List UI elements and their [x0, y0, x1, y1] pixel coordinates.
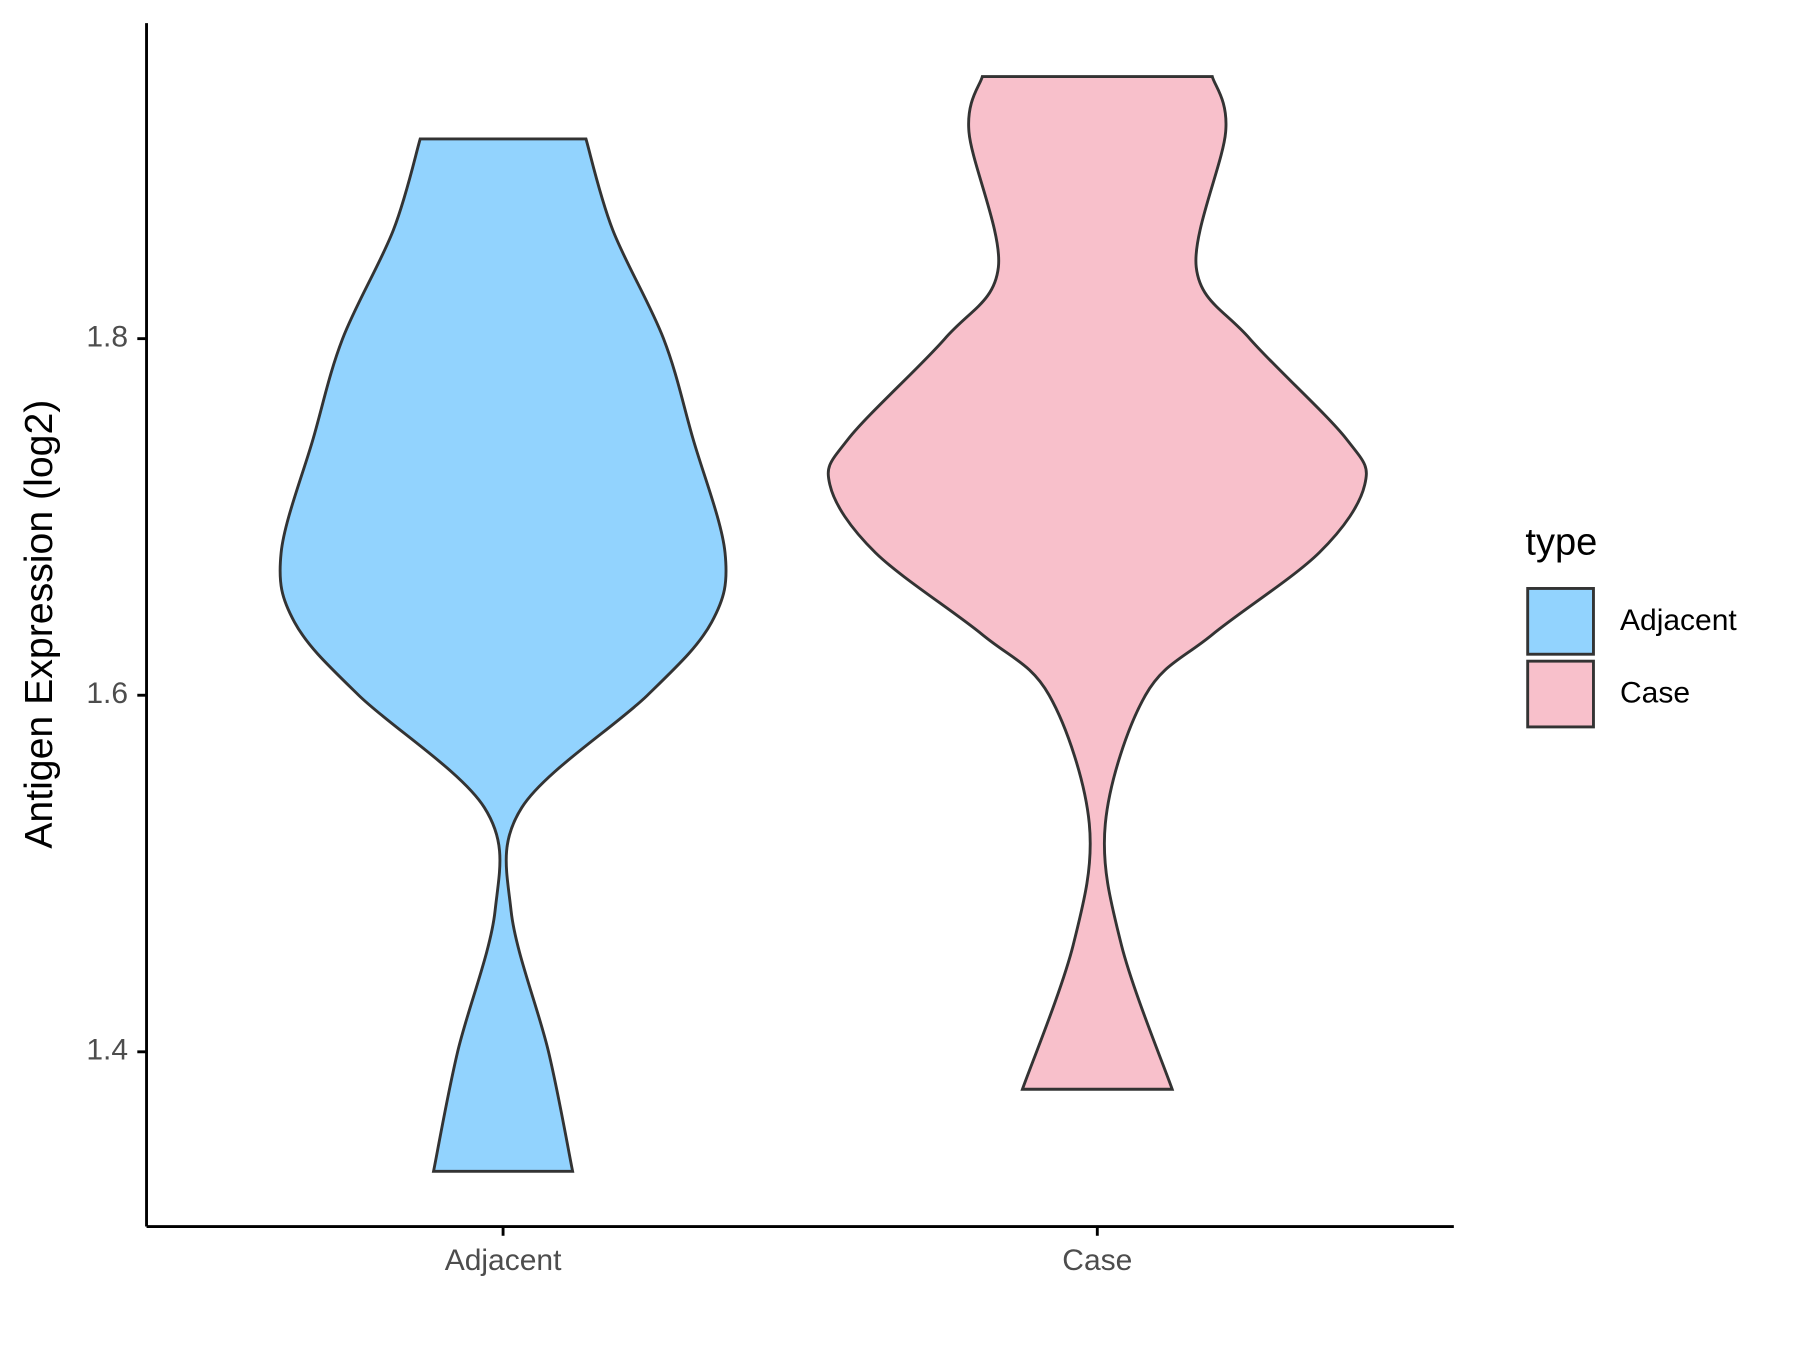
- x-tick-label: Adjacent: [445, 1244, 562, 1277]
- y-axis-title: Antigen Expression (log2): [17, 400, 61, 849]
- violin: [278, 137, 728, 1173]
- y-tick-label: 1.8: [86, 321, 128, 354]
- x-tick-label: Case: [1062, 1244, 1132, 1277]
- legend-key: [1526, 659, 1595, 729]
- legend-key: [1526, 587, 1595, 656]
- violin: [826, 75, 1368, 1091]
- legend-label: Adjacent: [1620, 604, 1737, 637]
- legend-title: type: [1525, 522, 1597, 564]
- y-tick-label: 1.6: [86, 677, 128, 710]
- legend-label: Case: [1620, 677, 1690, 710]
- y-tick-label: 1.4: [86, 1034, 128, 1067]
